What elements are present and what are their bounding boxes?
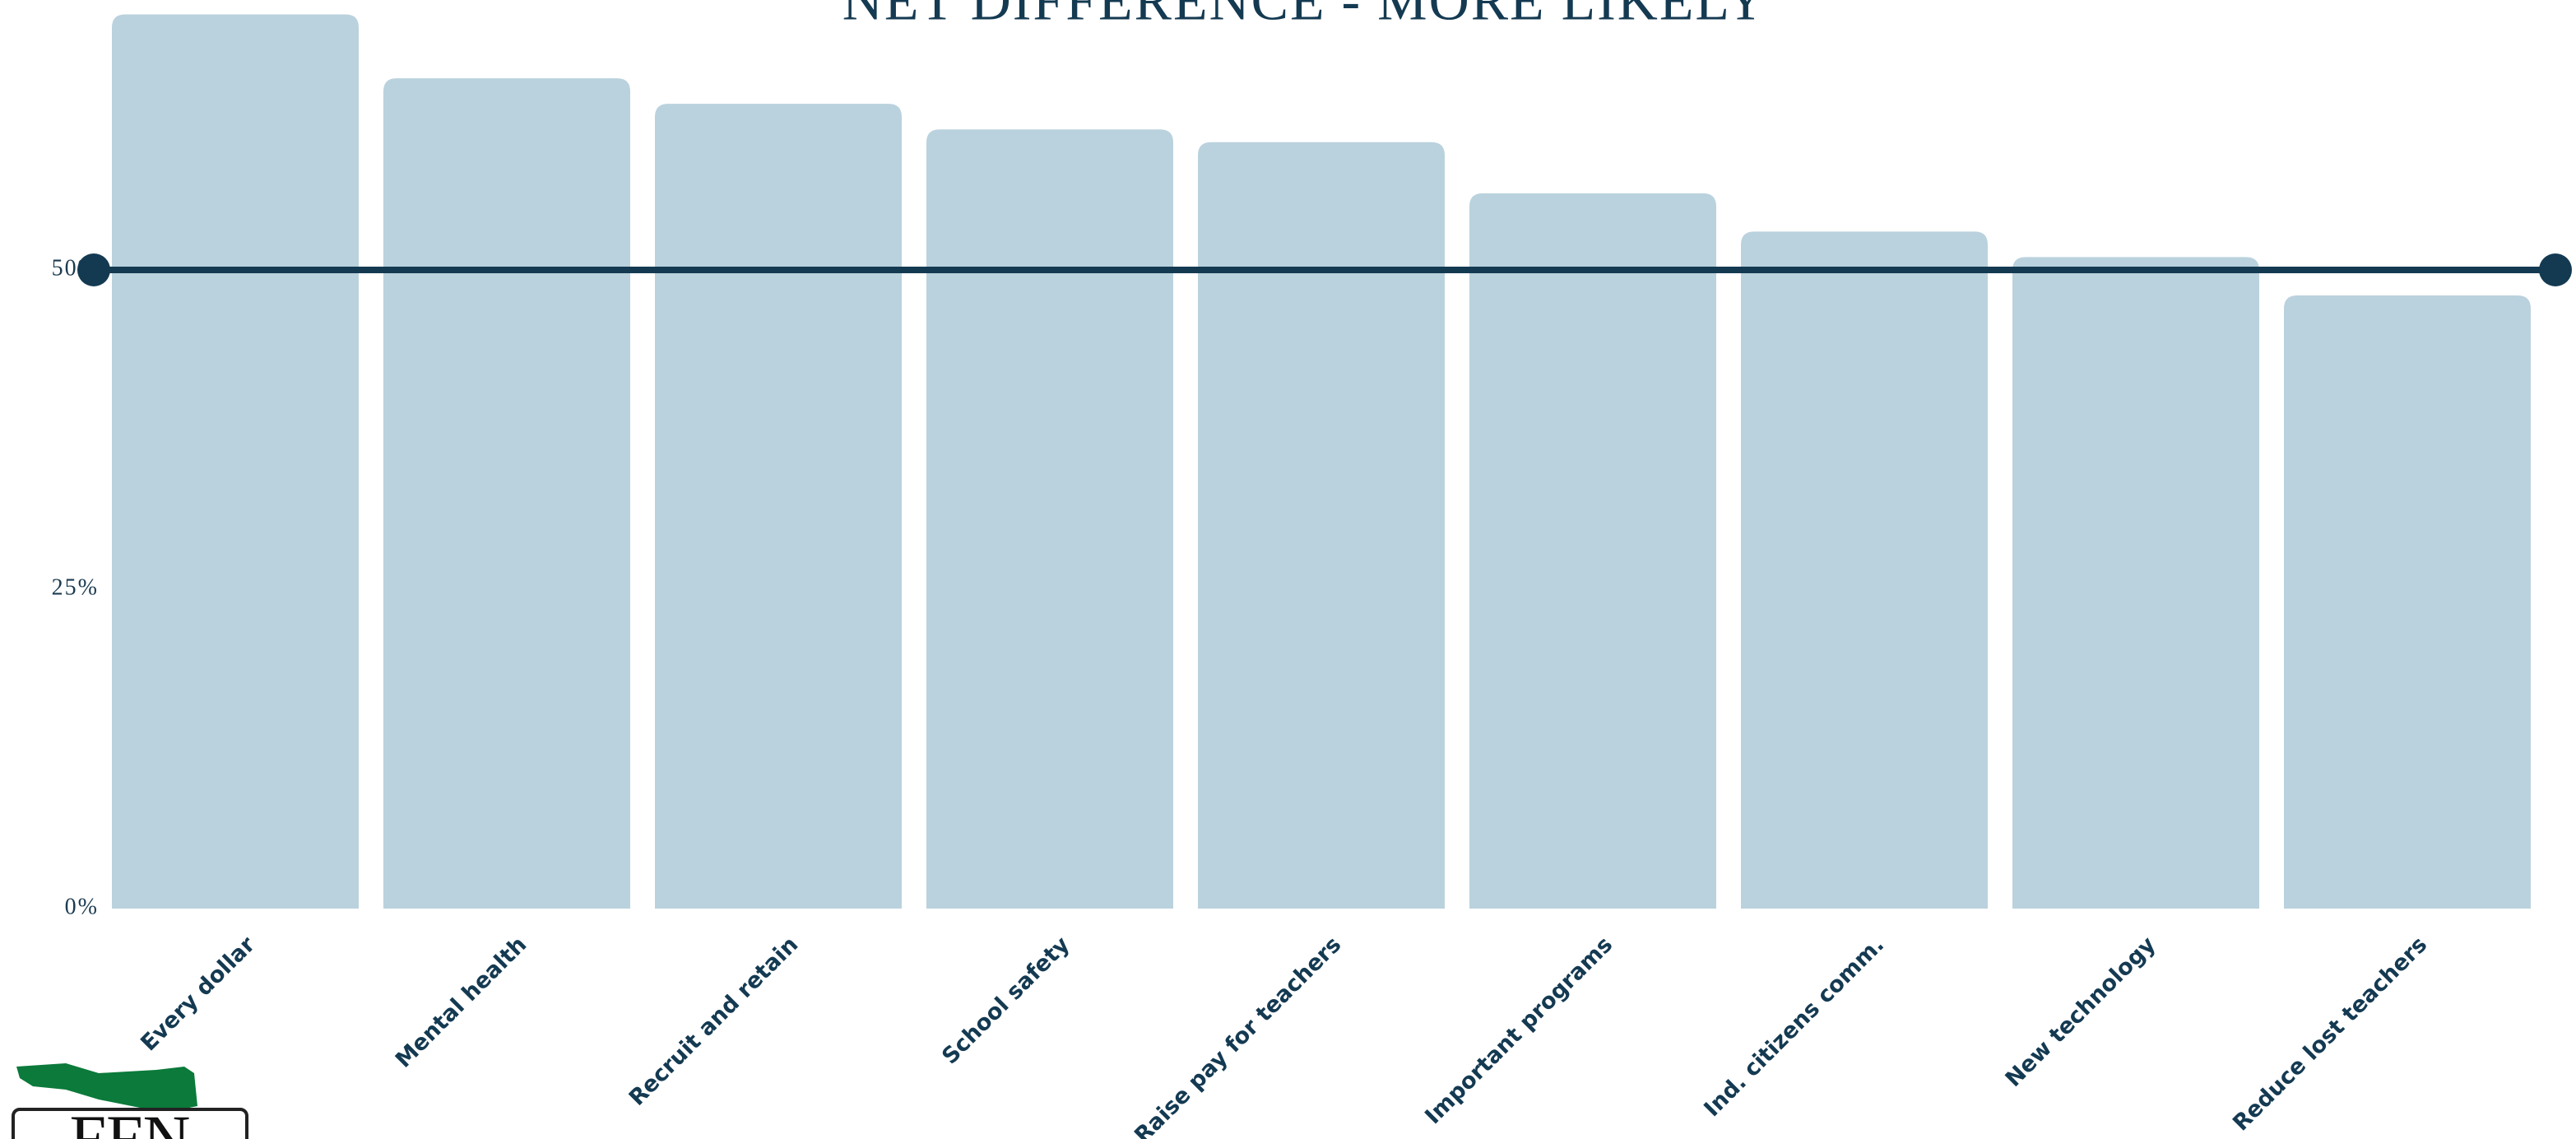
y-tick-label: 0% xyxy=(65,894,99,919)
x-tick-label: Every dollar xyxy=(136,932,261,1057)
reference-dot xyxy=(77,253,110,286)
bar xyxy=(926,129,1173,909)
bar xyxy=(112,14,359,909)
logo-text: FFN xyxy=(70,1103,191,1139)
chart-title: NET DIFFERENCE - MORE LIKELY xyxy=(842,0,1768,32)
logo-frame xyxy=(12,1108,248,1139)
x-tick-label: Mental health xyxy=(391,932,531,1072)
bar xyxy=(2012,257,2259,909)
reference-dot xyxy=(2539,253,2572,286)
bar xyxy=(655,104,902,909)
bar xyxy=(1469,193,1716,909)
x-tick-label: New technology xyxy=(2001,932,2161,1092)
x-tick-label: School safety xyxy=(937,932,1074,1069)
logo: FFN xyxy=(12,1063,248,1139)
x-tick-label: Important programs xyxy=(1420,932,1618,1129)
x-tick-label: Recruit and retain xyxy=(624,932,804,1111)
x-tick-label: Ind. citizens comm. xyxy=(1699,932,1889,1122)
x-tick-label: Raise pay for teachers xyxy=(1130,932,1346,1139)
x-tick-label: Reduce lost teachers xyxy=(2228,932,2432,1136)
bar xyxy=(1198,142,1445,909)
bar xyxy=(2284,295,2531,909)
bar xyxy=(1741,231,1988,909)
bar xyxy=(383,78,630,909)
logo-shape xyxy=(16,1063,197,1113)
y-tick-label: 25% xyxy=(52,574,99,600)
